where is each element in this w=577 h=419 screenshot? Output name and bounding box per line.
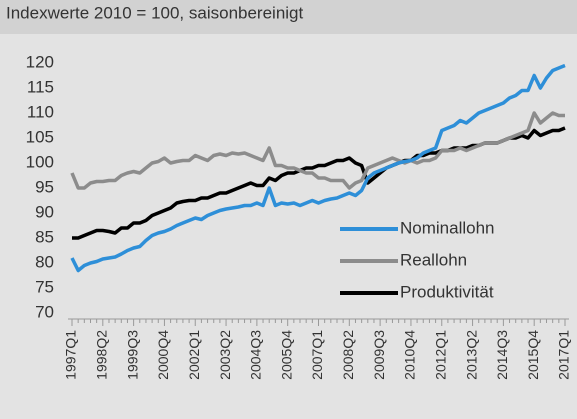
legend-label: Nominallohn	[400, 218, 495, 237]
x-tick-label: 2017Q1	[556, 330, 572, 380]
y-tick-label: 95	[35, 177, 54, 196]
x-tick-label: 2005Q4	[278, 330, 294, 380]
x-tick-label: 2015Q4	[525, 330, 541, 380]
y-tick-label: 70	[35, 302, 54, 321]
y-tick-label: 105	[26, 127, 54, 146]
y-tick-label: 120	[26, 52, 54, 71]
x-tick-label: 2010Q4	[402, 330, 418, 380]
x-tick-label: 2004Q3	[248, 330, 264, 380]
x-tick-label: 1999Q3	[124, 330, 140, 380]
y-tick-label: 90	[35, 202, 54, 221]
x-tick-label: 1997Q1	[63, 330, 79, 380]
y-tick-label: 80	[35, 252, 54, 271]
x-tick-label: 2013Q2	[463, 330, 479, 380]
x-tick-label: 2012Q1	[432, 330, 448, 380]
x-tick-label: 2008Q2	[340, 330, 356, 380]
y-tick-label: 85	[35, 227, 54, 246]
line-series	[70, 63, 566, 273]
x-tick-label: 2003Q2	[217, 330, 233, 380]
y-tick-label: 115	[27, 77, 54, 96]
x-tick-label: 1998Q2	[94, 330, 110, 380]
legend-label: Reallohn	[400, 250, 467, 269]
header-band	[0, 0, 577, 34]
x-tick-label: 2014Q3	[494, 330, 510, 380]
x-tick-label: 2009Q3	[371, 330, 387, 380]
y-tick-label: 100	[26, 152, 54, 171]
y-tick-label: 75	[35, 277, 54, 296]
x-tick-label: 2000Q4	[155, 330, 171, 380]
x-tick-label: 2002Q1	[186, 330, 202, 380]
line-series	[70, 111, 565, 190]
chart-subtitle: Indexwerte 2010 = 100, saisonbereinigt	[6, 3, 304, 22]
y-tick-label: 110	[27, 102, 54, 121]
legend-label: Produktivität	[400, 282, 494, 301]
x-tick-label: 2007Q1	[309, 330, 325, 380]
